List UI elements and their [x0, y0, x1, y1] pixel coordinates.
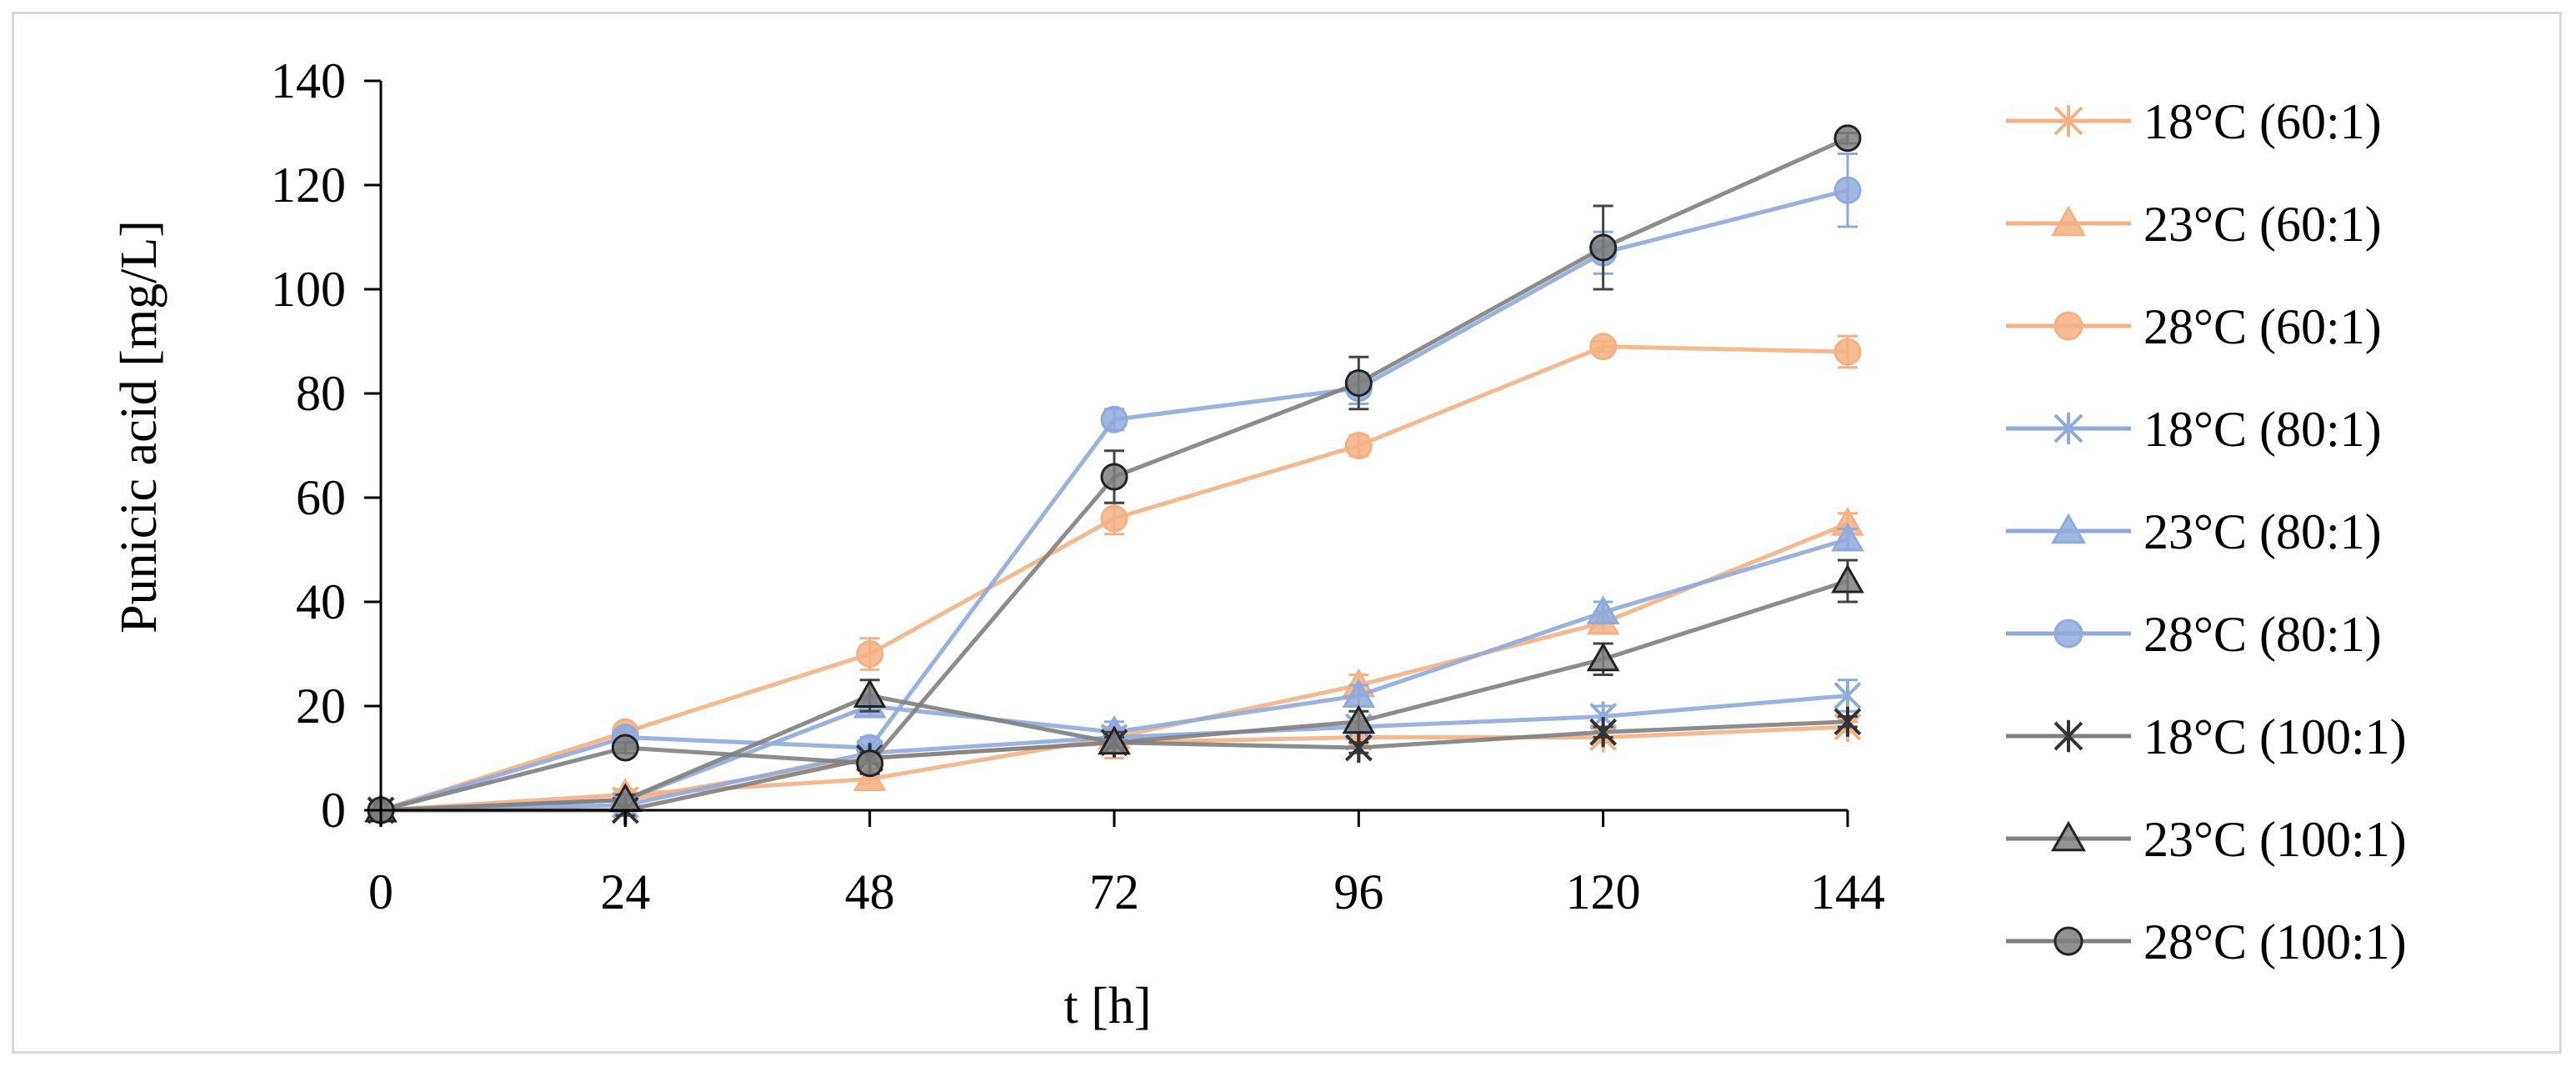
x-axis-title: t [h]: [1063, 978, 1151, 1034]
legend: 18°C (60:1) 23°C (60:1) 28°C (60:1) 18°C (8…: [2006, 94, 2407, 969]
legend-marker: [2051, 205, 2086, 237]
data-point: [1342, 704, 1376, 734]
data-point: [1586, 595, 1620, 624]
legend-item-9: 28°C (100:1): [2006, 914, 2407, 969]
legend-label: 23°C (100:1): [2143, 812, 2407, 867]
y-tick-label: 120: [271, 158, 346, 213]
chart-frame: 0 20 40 60 80 100 120 140 0 24 48 72 96 120 144 18°C (…: [12, 12, 2562, 1054]
plot-area: [364, 124, 1864, 825]
data-point: [1100, 463, 1128, 491]
legend-label: 18°C (80:1): [2143, 402, 2382, 457]
data-point: [856, 640, 884, 668]
x-tick-label: 144: [1810, 864, 1885, 919]
legend-marker: [2053, 926, 2083, 956]
data-point: [1589, 717, 1618, 748]
data-point: [853, 679, 887, 708]
legend-marker: [2053, 311, 2083, 341]
y-tick-label: 100: [271, 262, 346, 317]
legend-label: 23°C (80:1): [2143, 504, 2382, 559]
legend-marker: [2051, 513, 2086, 544]
data-point: [1098, 725, 1131, 755]
legend-label: 28°C (80:1): [2143, 607, 2382, 662]
x-tick-label: 0: [368, 864, 393, 919]
legend-label: 28°C (100:1): [2143, 914, 2407, 969]
data-point: [1833, 680, 1862, 711]
data-point: [1589, 233, 1618, 262]
y-axis-title: Punicic acid [mg/L]: [111, 220, 168, 634]
y-tick-label: 40: [296, 574, 346, 629]
data-point: [1589, 333, 1618, 361]
legend-marker: [2053, 104, 2083, 138]
data-point: [1831, 522, 1864, 552]
chart-svg: 0 20 40 60 80 100 120 140 0 24 48 72 96 120 144 18°C (…: [111, 53, 2407, 1034]
x-tick-label: 72: [1089, 864, 1139, 919]
data-point: [1586, 642, 1620, 672]
legend-marker: [2053, 412, 2083, 445]
legend-item-3: 28°C (60:1): [2006, 299, 2382, 354]
data-point: [611, 734, 639, 762]
legend-marker: [2053, 719, 2083, 753]
legend-item-2: 23°C (60:1): [2006, 197, 2382, 252]
data-point: [1833, 176, 1862, 204]
x-tick-label: 48: [845, 864, 895, 919]
data-point: [1344, 432, 1373, 459]
series-8: [364, 559, 1864, 823]
legend-item-7: 18°C (100:1): [2006, 709, 2407, 764]
data-point: [1831, 564, 1864, 594]
data-point: [1833, 706, 1862, 737]
legend-item-6: 28°C (80:1): [2006, 607, 2382, 662]
x-tick-label: 120: [1566, 864, 1641, 919]
series-9: [367, 124, 1862, 824]
legend-item-4: 18°C (80:1): [2006, 402, 2382, 457]
series-5: [364, 522, 1864, 823]
series-2: [364, 506, 1864, 823]
y-tick-label: 140: [271, 53, 346, 108]
y-tick-label: 20: [296, 679, 346, 734]
legend-marker: [2051, 820, 2086, 852]
legend-item-8: 23°C (100:1): [2006, 812, 2407, 867]
legend-label: 23°C (60:1): [2143, 197, 2382, 252]
data-point: [1100, 504, 1128, 533]
data-point: [1833, 124, 1862, 153]
y-tick-label: 0: [321, 783, 346, 838]
x-tick-label: 96: [1333, 864, 1383, 919]
legend-label: 18°C (60:1): [2143, 94, 2382, 149]
y-tick-label: 60: [296, 470, 346, 525]
data-point: [1344, 733, 1373, 763]
legend-label: 28°C (60:1): [2143, 299, 2382, 354]
data-point: [856, 749, 884, 778]
series-line: [380, 521, 1848, 813]
series-line: [380, 579, 1848, 813]
series-line: [380, 537, 1848, 813]
legend-item-1: 18°C (60:1): [2006, 94, 2382, 149]
legend-item-5: 23°C (80:1): [2006, 504, 2382, 559]
y-tick-label: 80: [296, 366, 346, 421]
x-tick-label: 24: [600, 864, 650, 919]
axes: 0 20 40 60 80 100 120 140 0 24 48 72 96 120 144: [271, 53, 1885, 919]
data-point: [1344, 369, 1373, 397]
data-point: [853, 762, 887, 791]
legend-marker: [2053, 619, 2083, 649]
data-point: [1100, 405, 1128, 433]
data-point: [1833, 338, 1862, 366]
legend-label: 18°C (100:1): [2143, 709, 2407, 764]
